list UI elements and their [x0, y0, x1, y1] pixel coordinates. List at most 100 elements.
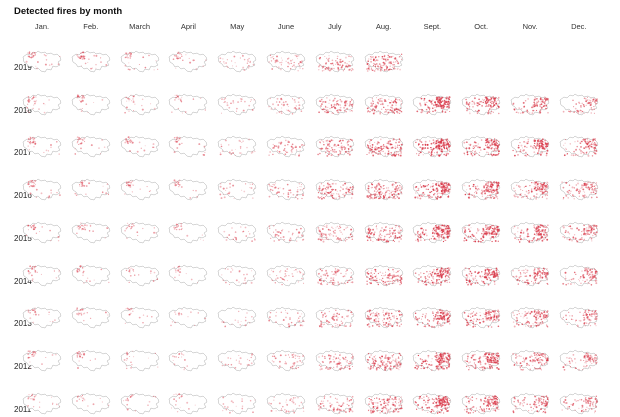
- fire-dot: [544, 188, 546, 191]
- fire-dot: [396, 280, 399, 282]
- fire-dot: [535, 239, 538, 242]
- fire-dot: [438, 225, 440, 227]
- fire-dot: [178, 57, 180, 59]
- fire-dot: [436, 184, 438, 186]
- fire-dot: [348, 55, 350, 57]
- fire-dot: [424, 101, 427, 104]
- fire-dot: [438, 184, 440, 186]
- fire-dot: [585, 151, 588, 153]
- fire-dot: [545, 155, 548, 157]
- fire-dot: [542, 184, 545, 186]
- fire-dot: [326, 155, 329, 158]
- fire-dot: [228, 191, 231, 194]
- fire-dot: [327, 106, 329, 108]
- fire-dot: [53, 269, 56, 272]
- fire-dot: [449, 189, 451, 191]
- fire-dot: [202, 234, 204, 236]
- fire-dot: [327, 228, 330, 231]
- fire-dot: [474, 281, 477, 284]
- fire-dot: [482, 233, 485, 236]
- fire-dot: [521, 111, 524, 114]
- fire-dot: [124, 138, 127, 141]
- fire-dot: [325, 225, 328, 228]
- fire-dot: [490, 98, 493, 101]
- fire-dot: [132, 95, 135, 97]
- fire-dot: [428, 197, 431, 199]
- fire-dot: [539, 191, 541, 193]
- fire-dot: [483, 98, 486, 101]
- fire-dot: [513, 194, 516, 197]
- fire-dot: [349, 139, 352, 141]
- fire-dot: [430, 101, 432, 103]
- fire-dot: [541, 192, 544, 195]
- fire-dot: [286, 270, 288, 272]
- fire-dot: [392, 184, 395, 186]
- fire-dot: [277, 234, 280, 237]
- fire-dot: [325, 224, 328, 227]
- fire-dot: [464, 237, 466, 239]
- fire-dot: [483, 186, 485, 189]
- fire-dot: [270, 60, 273, 62]
- fire-dot: [131, 142, 133, 145]
- fire-dot: [81, 227, 83, 229]
- fire-dot: [288, 274, 290, 276]
- fire-dot: [374, 56, 376, 59]
- fire-dot: [439, 225, 441, 227]
- fire-dot: [126, 97, 128, 99]
- basin-map: [461, 178, 501, 201]
- month-label: March: [129, 22, 151, 31]
- fire-dot: [541, 273, 543, 275]
- fire-dot: [30, 52, 32, 54]
- fire-dot: [352, 187, 354, 189]
- fire-dot: [590, 186, 592, 188]
- fire-dot: [487, 272, 489, 275]
- fire-dot: [583, 197, 586, 199]
- fire-dot: [242, 55, 244, 57]
- fire-dot: [176, 223, 179, 225]
- fire-dot: [562, 198, 564, 200]
- fire-dot: [299, 150, 301, 152]
- basin-map: [22, 221, 62, 243]
- fire-dot: [318, 99, 321, 102]
- fire-dot: [441, 273, 444, 276]
- fire-dot: [394, 57, 396, 59]
- fire-dot: [584, 99, 587, 102]
- fire-dot: [540, 235, 543, 237]
- fire-dot: [591, 185, 594, 188]
- fire-dot: [539, 146, 542, 149]
- fire-dot: [280, 57, 282, 59]
- fire-dot: [531, 274, 533, 276]
- fire-dot: [486, 98, 488, 100]
- fire-dot: [441, 190, 444, 192]
- fire-dot: [370, 186, 373, 189]
- fire-dot: [320, 269, 323, 271]
- fire-dot: [432, 275, 435, 278]
- fire-dot: [331, 233, 333, 236]
- fire-dot: [350, 149, 353, 152]
- fire-map-2019-4: [215, 45, 259, 75]
- fire-dot: [299, 189, 302, 191]
- fire-dot: [493, 280, 496, 282]
- fire-dot: [244, 276, 247, 279]
- fire-dot: [394, 190, 396, 193]
- fire-dot: [437, 235, 439, 238]
- fire-dot: [280, 111, 283, 114]
- fire-dot: [28, 52, 31, 55]
- fire-dot: [383, 238, 385, 241]
- fire-dot: [32, 321, 35, 324]
- fire-dot: [582, 232, 585, 234]
- fire-dot: [590, 101, 592, 104]
- fire-dot: [379, 271, 381, 273]
- fire-dot: [544, 275, 547, 277]
- basin-map: [22, 306, 62, 329]
- fire-dot: [326, 148, 329, 150]
- fire-dot: [332, 231, 335, 234]
- fire-dot: [440, 280, 443, 283]
- fire-dot: [193, 98, 195, 100]
- fire-dot: [78, 138, 80, 140]
- fire-dot: [469, 230, 471, 232]
- month-label: July: [328, 22, 342, 31]
- fire-dot: [591, 141, 594, 144]
- fire-dot: [484, 269, 487, 271]
- fire-dot: [590, 183, 592, 186]
